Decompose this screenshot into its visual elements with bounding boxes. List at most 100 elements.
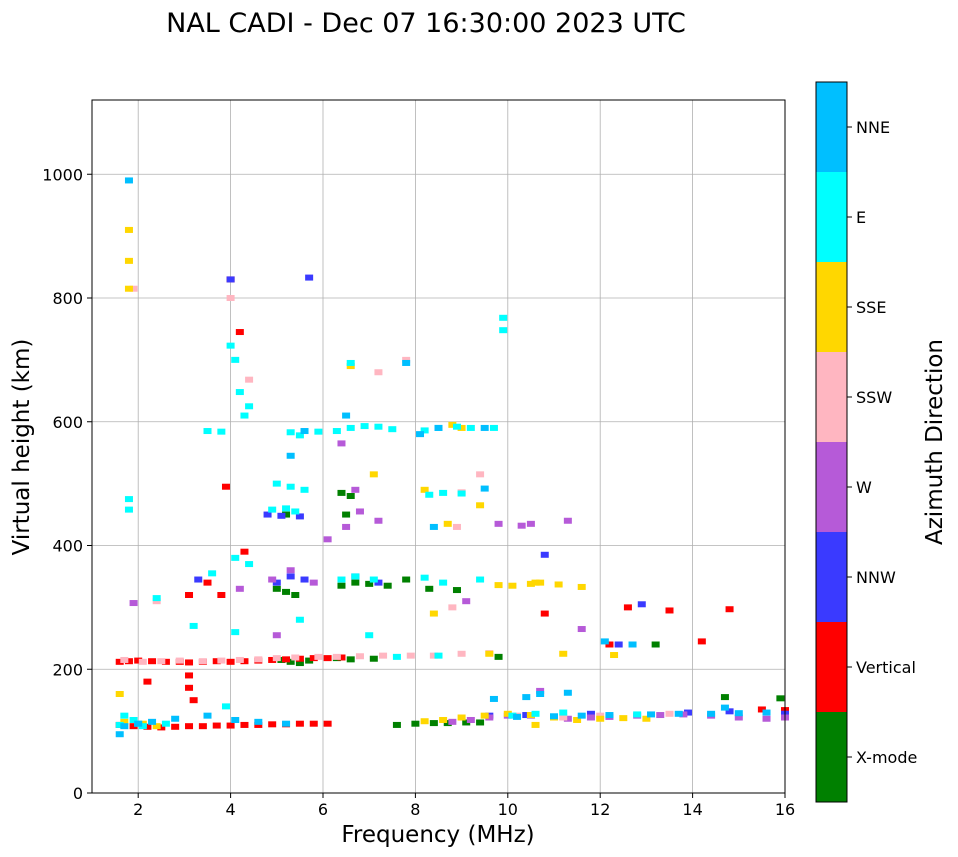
data-point-e: [365, 632, 374, 639]
data-point-e: [332, 428, 341, 435]
colorbar-tick-label: SSE: [856, 298, 886, 317]
data-point-nnw: [272, 579, 281, 586]
data-point-ssw: [559, 714, 568, 721]
data-point-nnw: [277, 512, 286, 519]
y-tick-label: 200: [52, 660, 83, 679]
data-point-e: [420, 427, 429, 434]
data-point-sse: [619, 715, 628, 722]
data-point-nne: [342, 412, 351, 419]
data-point-vertical: [185, 592, 194, 598]
data-point-e: [439, 579, 448, 586]
data-point-vertical: [240, 658, 249, 665]
data-point-w: [342, 523, 351, 530]
data-point-e: [452, 423, 461, 430]
data-point-nnw: [522, 712, 531, 719]
data-point-nnw: [286, 573, 295, 580]
data-point-nnw: [300, 576, 309, 583]
data-point-ssw: [406, 652, 415, 659]
data-point-w: [762, 715, 771, 722]
data-point-e: [291, 508, 300, 515]
x-tick-label: 8: [410, 800, 420, 819]
data-point-nnw: [226, 276, 235, 283]
colorbar-tick-label: W: [856, 478, 872, 497]
data-point-nne: [231, 716, 240, 723]
data-point-sse: [559, 650, 568, 657]
data-point-nne: [734, 710, 743, 717]
data-point-w: [526, 520, 535, 527]
data-point-nne: [762, 709, 771, 716]
data-point-w: [563, 517, 572, 524]
colorbar-segment-e: [816, 172, 847, 262]
data-point-x-mode: [452, 587, 461, 594]
data-point-e: [124, 506, 133, 513]
data-point-w: [462, 598, 471, 605]
data-point-e: [508, 712, 517, 719]
data-point-e: [351, 573, 360, 580]
data-point-w: [734, 714, 743, 721]
data-point-vertical: [148, 658, 157, 665]
data-point-sse: [124, 257, 133, 264]
data-point-ssw: [254, 656, 263, 663]
data-point-vertical: [134, 657, 143, 664]
data-point-vertical: [171, 723, 180, 730]
data-point-e: [203, 428, 212, 435]
data-point-nne: [674, 710, 683, 717]
data-point-e: [115, 721, 124, 728]
data-point-nne: [647, 711, 656, 718]
data-point-ssw: [429, 652, 438, 659]
data-point-vertical: [337, 654, 346, 661]
data-point-w: [355, 508, 364, 515]
data-point-ssw: [157, 658, 166, 665]
colorbar-tick-label: E: [856, 208, 866, 227]
data-point-sse: [485, 650, 494, 657]
data-point-w: [563, 715, 572, 722]
data-point-x-mode: [369, 655, 378, 662]
data-point-nne: [720, 704, 729, 711]
data-points: [115, 177, 789, 738]
data-point-w: [656, 712, 665, 719]
data-point-nne: [605, 712, 614, 719]
data-point-e: [346, 359, 355, 366]
x-axis-label: Frequency (MHz): [341, 822, 534, 848]
colorbar-tick-label: X-mode: [856, 748, 917, 767]
data-point-e: [231, 629, 240, 636]
data-point-sse: [526, 712, 535, 719]
data-point-w: [517, 522, 526, 529]
data-point-nnw: [194, 576, 203, 583]
data-point-w: [536, 687, 545, 694]
colorbar-segment-vertical: [816, 622, 847, 712]
data-point-vertical: [323, 720, 332, 727]
data-point-ssw: [245, 376, 254, 383]
data-point-e: [231, 356, 240, 363]
data-point-e: [282, 505, 291, 512]
data-point-sse: [536, 579, 545, 586]
colorbar-segment-ssw: [816, 352, 847, 442]
data-point-vertical: [254, 721, 263, 728]
data-point-sse: [457, 424, 466, 431]
data-point-x-mode: [346, 493, 355, 499]
data-point-ssw: [355, 653, 364, 660]
data-point-nnw: [637, 601, 646, 608]
data-point-ssw: [138, 658, 147, 665]
data-point-vertical: [757, 706, 766, 713]
data-point-vertical: [309, 720, 318, 727]
data-point-x-mode: [402, 576, 411, 583]
data-point-vertical: [295, 720, 304, 727]
data-point-w: [323, 536, 332, 543]
data-point-w: [374, 517, 383, 524]
data-point-ssw: [374, 369, 383, 376]
data-point-e: [559, 709, 568, 716]
data-point-e: [633, 711, 642, 718]
data-point-nnw: [263, 511, 272, 518]
data-point-vertical: [203, 579, 212, 586]
data-point-nne: [254, 718, 263, 725]
data-point-vertical: [295, 655, 304, 662]
data-point-e: [138, 723, 147, 730]
colorbar-segment-sse: [816, 262, 847, 352]
data-point-vertical: [143, 678, 152, 685]
data-point-e: [499, 314, 508, 321]
x-tick-label: 2: [133, 800, 143, 819]
data-point-vertical: [115, 658, 124, 665]
data-point-w: [485, 714, 494, 721]
data-point-nne: [563, 689, 572, 696]
